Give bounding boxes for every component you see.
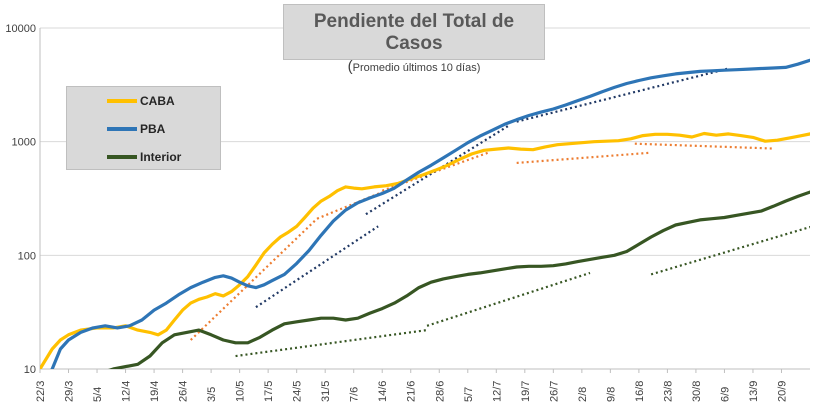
x-tick-label: 26/7 xyxy=(548,381,560,402)
legend-swatch-pba xyxy=(107,127,137,131)
x-tick-label: 17/5 xyxy=(263,381,275,402)
x-tick-label: 6/9 xyxy=(719,387,731,402)
series-line-pba xyxy=(50,58,810,369)
y-tick-label: 100 xyxy=(18,250,36,262)
x-tick-label: 19/7 xyxy=(520,381,532,402)
chart-subtitle: (Promedio últimos 10 días) xyxy=(284,58,544,75)
trendline xyxy=(516,151,652,165)
legend-swatch-interior xyxy=(107,155,137,159)
x-tick-label: 12/4 xyxy=(121,381,133,402)
legend-label-caba: CABA xyxy=(140,94,175,108)
y-tick-label: 10000 xyxy=(5,23,36,35)
trendline xyxy=(426,271,591,327)
x-tick-label: 2/8 xyxy=(577,387,589,402)
x-tick-label: 5/7 xyxy=(463,387,475,402)
legend-swatch-caba xyxy=(107,99,137,103)
y-tick-label: 10 xyxy=(24,364,36,376)
x-tick-label: 5/4 xyxy=(92,387,104,402)
x-tick-label: 26/4 xyxy=(178,381,190,402)
x-tick-label: 24/5 xyxy=(292,381,304,402)
x-tick-label: 10/5 xyxy=(235,381,247,402)
x-tick-label: 21/6 xyxy=(406,381,418,402)
legend: CABA PBA Interior xyxy=(66,86,221,170)
series-line-interior xyxy=(108,190,810,369)
y-tick-label: 1000 xyxy=(12,137,36,149)
x-tick-label: 23/8 xyxy=(662,381,674,402)
x-tick-label: 13/9 xyxy=(748,381,760,402)
legend-item-pba: PBA xyxy=(67,121,217,137)
trendline xyxy=(650,225,810,276)
x-tick-label: 7/6 xyxy=(349,387,361,402)
x-tick-label: 28/6 xyxy=(434,381,446,402)
x-tick-label: 31/5 xyxy=(320,381,332,402)
legend-label-pba: PBA xyxy=(140,122,166,136)
trendline xyxy=(634,142,774,150)
x-tick-label: 9/8 xyxy=(605,387,617,402)
x-tick-label: 16/8 xyxy=(634,381,646,402)
chart-title: Pendiente del Total de Casos xyxy=(313,11,515,54)
trendline xyxy=(516,67,729,123)
series-line-caba xyxy=(40,131,810,369)
x-tick-label: 30/8 xyxy=(691,381,703,402)
x-tick-label: 3/5 xyxy=(206,387,218,402)
x-tick-label: 19/4 xyxy=(149,381,161,402)
x-tick-label: 29/3 xyxy=(64,381,76,402)
trendline xyxy=(189,217,318,341)
legend-item-interior: Interior xyxy=(67,149,217,165)
chart-subtitle-paren: ( xyxy=(347,58,353,75)
x-tick-label: 22/3 xyxy=(35,381,47,402)
chart-title-box: Pendiente del Total de Casos (Promedio ú… xyxy=(283,4,545,75)
legend-label-interior: Interior xyxy=(140,150,182,164)
x-tick-label: 12/7 xyxy=(491,381,503,402)
trendline xyxy=(235,328,428,358)
x-tick-label: 14/6 xyxy=(377,381,389,402)
chart-subtitle-text: Promedio últimos 10 días) xyxy=(352,62,481,74)
legend-item-caba: CABA xyxy=(67,93,217,109)
trendline xyxy=(316,191,383,220)
x-tick-label: 20/9 xyxy=(776,381,788,402)
